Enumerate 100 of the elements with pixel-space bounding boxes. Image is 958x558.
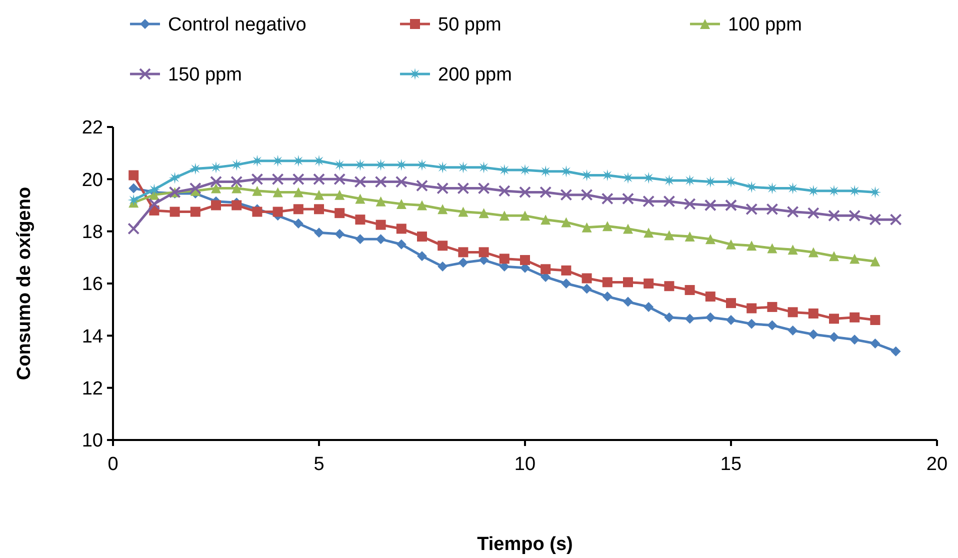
point [313,154,325,167]
point [189,182,202,194]
point [499,210,510,221]
y-tick-label: 22 [82,118,103,139]
point [395,176,408,188]
point [540,214,551,225]
point [746,240,757,251]
point [870,315,880,326]
point [850,254,860,264]
point [746,318,757,329]
point [705,292,716,302]
point [828,184,840,197]
point [519,186,531,198]
point [170,206,180,217]
point [644,278,654,288]
point [746,203,758,216]
point [436,182,449,194]
point [416,158,428,171]
x-tick-label: 20 [926,454,948,475]
point [190,206,200,217]
point [232,183,242,194]
x-axis-title: Tiempo (s) [477,534,573,555]
point [334,190,345,200]
point [829,314,839,324]
x-tick-label: 10 [514,454,536,475]
point [664,230,674,240]
point [560,188,572,201]
point [314,204,324,214]
point [561,265,572,276]
point [664,281,674,292]
point [438,240,448,251]
point [726,239,736,250]
point [478,182,490,194]
point [580,188,593,201]
point [148,198,160,210]
point [540,186,552,198]
point [396,239,406,250]
point [252,206,262,217]
point [807,207,820,220]
point [210,176,222,188]
point [767,243,778,254]
point [520,210,530,221]
point [293,204,304,214]
y-tick-label: 10 [82,430,103,452]
point [850,312,860,322]
point [561,278,572,288]
y-tick-label: 20 [82,170,103,191]
point [128,194,140,206]
point [499,254,510,264]
point [438,262,448,272]
legend-label: 150 ppm [168,64,242,86]
point [829,251,839,262]
point [623,277,633,288]
point [850,334,860,345]
point [314,190,324,200]
point [870,256,880,266]
point [458,258,468,268]
point [498,184,510,197]
point [828,210,840,222]
point [684,232,695,242]
point [189,162,202,175]
point [417,251,427,262]
point [128,222,140,235]
point [890,346,901,356]
point [458,206,468,217]
point [293,218,304,229]
point [354,176,366,188]
point [314,228,324,238]
point [232,200,242,210]
point [540,264,551,274]
point [210,161,222,174]
point [438,204,448,214]
point [767,302,778,312]
point [148,184,160,196]
point [788,307,798,318]
point [663,195,676,208]
x-tick-label: 15 [720,454,742,475]
point [766,203,778,216]
point [292,173,304,186]
point [478,208,489,218]
point [582,284,592,294]
point [376,220,386,230]
point [870,338,880,348]
point [561,217,572,228]
point [582,273,592,284]
point [417,200,427,210]
y-tick-label: 16 [82,274,103,296]
point [602,277,612,288]
point [746,303,757,314]
point [334,228,345,239]
point [808,329,818,340]
point [808,247,818,258]
point [601,192,614,205]
point [726,298,736,308]
point [602,292,612,302]
point [396,224,406,234]
y-tick-label: 18 [82,222,103,243]
point [704,199,716,212]
point [622,172,634,184]
point [128,183,139,194]
